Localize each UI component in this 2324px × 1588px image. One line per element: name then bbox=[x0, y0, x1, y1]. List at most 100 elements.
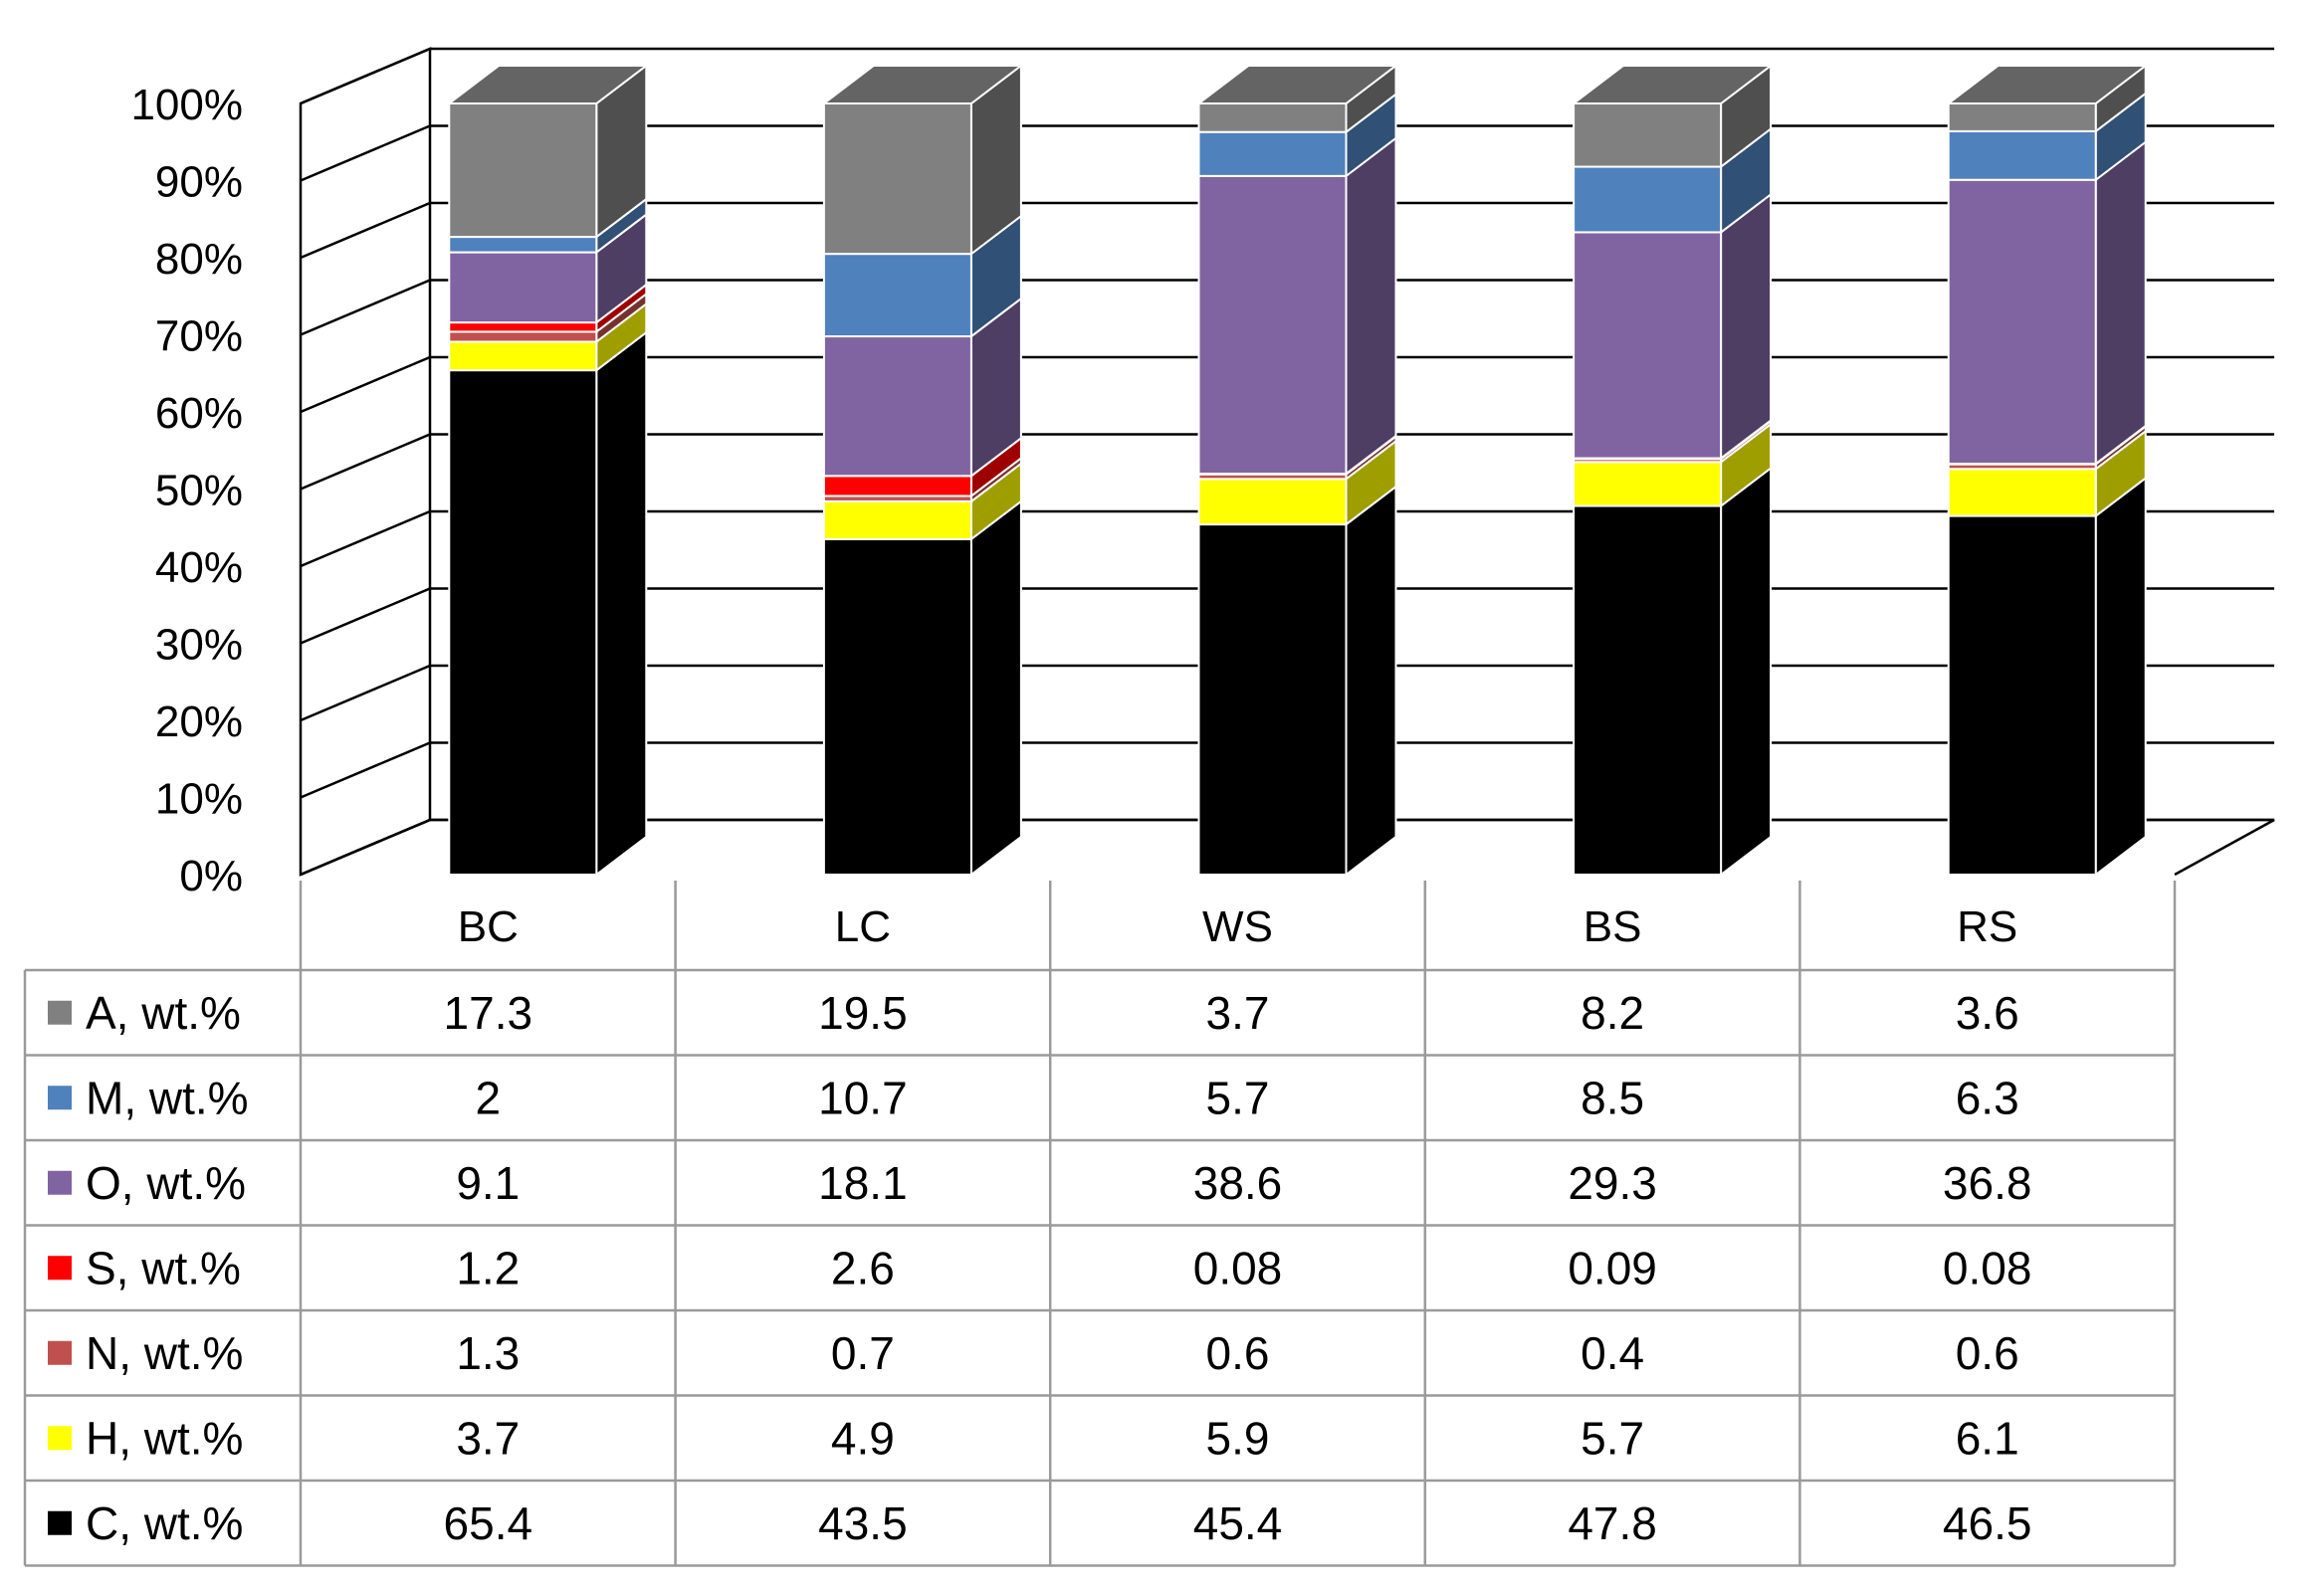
table-cell: 6.1 bbox=[1956, 1412, 2019, 1464]
bar-segment-a bbox=[1947, 102, 2097, 132]
bar-segment-m bbox=[1197, 130, 1348, 177]
table-cell: 3.7 bbox=[456, 1412, 520, 1464]
bar-stack-rs bbox=[1945, 63, 2149, 878]
bar-top bbox=[1571, 65, 1775, 104]
bar-top bbox=[1195, 65, 1399, 104]
bar-side bbox=[2094, 139, 2147, 467]
bar-segment-h bbox=[1197, 478, 1348, 526]
legend-key bbox=[48, 1256, 72, 1281]
table-cell: 1.2 bbox=[456, 1242, 520, 1293]
row-label: C, wt.% bbox=[86, 1497, 243, 1549]
y-tick-label: 100% bbox=[130, 81, 243, 129]
y-tick-label: 80% bbox=[155, 235, 243, 284]
table-cell: 0.09 bbox=[1568, 1242, 1657, 1293]
bar-segment-m bbox=[1947, 129, 2097, 181]
legend-key bbox=[48, 1426, 72, 1451]
table-cell: 6.3 bbox=[1956, 1072, 2019, 1123]
data-table: BC LC WS BS RS A, wt.% 17.3 19.5 3.7 8.2 3.6 M, wt.… bbox=[23, 881, 2177, 1567]
table-cell: 0.4 bbox=[1581, 1327, 1644, 1379]
bar-segment-a bbox=[822, 102, 972, 256]
bars bbox=[446, 63, 2149, 878]
bar-segment-m bbox=[822, 253, 972, 338]
y-tick-label: 20% bbox=[155, 697, 243, 746]
y-axis-ticks: 0% 10% 20% 30% 40% 50% 60% 70% 80% 90% 100% bbox=[130, 81, 243, 900]
bar-segment-a bbox=[1197, 102, 1348, 133]
bar-segment-c bbox=[1947, 514, 2097, 876]
table-cell: 45.4 bbox=[1193, 1497, 1283, 1549]
y-tick-label: 30% bbox=[155, 621, 243, 670]
table-cell: 18.1 bbox=[818, 1157, 908, 1209]
x-category-label: BS bbox=[1584, 902, 1642, 951]
table-cell: 0.08 bbox=[1943, 1242, 2032, 1293]
bar-stack-bc bbox=[446, 63, 650, 878]
row-label: A, wt.% bbox=[86, 987, 241, 1039]
y-tick-label: 50% bbox=[155, 467, 243, 515]
table-cell: 43.5 bbox=[818, 1497, 908, 1549]
y-tick-label: 90% bbox=[155, 158, 243, 207]
gridline bbox=[300, 47, 2274, 105]
bar-segment-c bbox=[1573, 504, 1723, 876]
y-tick-label: 60% bbox=[155, 389, 243, 438]
bar-segment-h bbox=[822, 499, 972, 540]
bar-top bbox=[446, 65, 650, 104]
table-cell: 4.9 bbox=[831, 1412, 895, 1464]
bar-side bbox=[1720, 192, 1773, 461]
x-category-label: WS bbox=[1202, 902, 1273, 951]
bar-side bbox=[2094, 476, 2147, 878]
table-cell: 10.7 bbox=[818, 1072, 908, 1123]
table-cell: 3.7 bbox=[1206, 987, 1270, 1039]
legend-key bbox=[48, 1510, 72, 1535]
bar-top bbox=[1945, 65, 2149, 104]
y-tick-label: 10% bbox=[155, 775, 243, 824]
y-tick-label: 40% bbox=[155, 543, 243, 592]
bar-side bbox=[1720, 466, 1773, 878]
table-cell: 19.5 bbox=[818, 987, 908, 1039]
table-cell: 8.5 bbox=[1581, 1072, 1644, 1123]
legend-key bbox=[48, 1340, 72, 1365]
bar-segment-m bbox=[448, 236, 598, 254]
bar-segment-o bbox=[448, 251, 598, 324]
legend-key bbox=[48, 1000, 72, 1025]
y-tick-label: 70% bbox=[155, 312, 243, 361]
bar-side bbox=[969, 498, 1022, 878]
table-cell: 0.6 bbox=[1206, 1327, 1270, 1379]
bar-segment-s bbox=[448, 321, 598, 333]
bar-stack-ws bbox=[1195, 63, 1399, 878]
y-tick-label: 0% bbox=[179, 852, 243, 900]
bar-segment-h bbox=[448, 340, 598, 372]
table-cell: 38.6 bbox=[1193, 1157, 1283, 1209]
bar-segment-a bbox=[1573, 102, 1723, 168]
legend-key bbox=[48, 1086, 72, 1110]
bar-segment-h bbox=[1947, 468, 2097, 517]
row-label: H, wt.% bbox=[86, 1412, 243, 1464]
row-label: M, wt.% bbox=[86, 1072, 249, 1123]
table-cell: 5.7 bbox=[1206, 1072, 1270, 1123]
bar-top bbox=[820, 65, 1024, 104]
table-cell: 17.3 bbox=[444, 987, 533, 1039]
x-category-label: LC bbox=[835, 902, 891, 951]
table-cell: 2 bbox=[476, 1072, 502, 1123]
bar-segment-c bbox=[1197, 523, 1348, 876]
bar-stack-bs bbox=[1571, 63, 1775, 878]
bar-segment-c bbox=[448, 369, 598, 876]
bar-segment-h bbox=[1573, 461, 1723, 507]
bar-segment-a bbox=[448, 102, 598, 239]
table-cell: 1.3 bbox=[456, 1327, 520, 1379]
table-cell: 0.7 bbox=[831, 1327, 895, 1379]
bar-side bbox=[1345, 135, 1397, 477]
bar-segment-c bbox=[822, 537, 972, 876]
table-cell: 3.6 bbox=[1956, 987, 2019, 1039]
legend-key bbox=[48, 1170, 72, 1195]
row-label: N, wt.% bbox=[86, 1327, 243, 1379]
row-label: S, wt.% bbox=[86, 1242, 241, 1293]
bar-segment-o bbox=[1573, 231, 1723, 460]
bar-segment-o bbox=[1947, 178, 2097, 465]
table-cell: 0.08 bbox=[1193, 1242, 1283, 1293]
bar-segment-m bbox=[1573, 165, 1723, 234]
table-cell: 8.2 bbox=[1581, 987, 1644, 1039]
table-cell: 29.3 bbox=[1568, 1157, 1657, 1209]
bar-side bbox=[595, 330, 648, 878]
bar-stack-lc bbox=[820, 63, 1024, 878]
table-cell: 2.6 bbox=[831, 1242, 895, 1293]
